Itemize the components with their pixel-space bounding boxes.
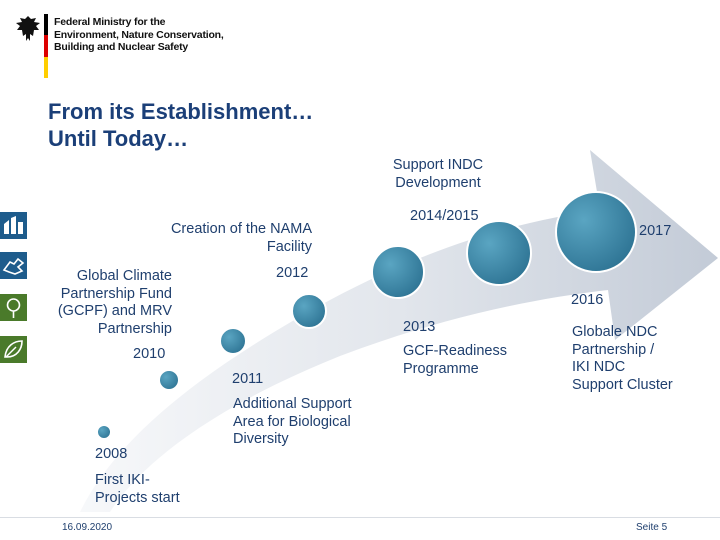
label-2013: GCF-Readiness Programme — [403, 343, 507, 378]
label-2011: Additional Support Area for Biological D… — [233, 396, 352, 449]
milestone-circle — [555, 191, 637, 273]
label-line: Support Cluster — [572, 376, 673, 393]
year-2013: 2013 — [403, 319, 436, 335]
milestone-circle — [466, 220, 532, 286]
year-2014-2015: 2014/2015 — [410, 208, 479, 224]
year-2017: 2017 — [639, 223, 672, 239]
label-2008: First IKI- Projects start — [95, 472, 180, 507]
label-line: (GCPF) and MRV — [57, 303, 172, 319]
label-line: Partnership Fund — [60, 285, 172, 302]
label-2010: Global Climate Partnership Fund (GCPF) a… — [22, 268, 172, 338]
label-line: Partnership — [97, 320, 172, 337]
milestone-circle — [371, 245, 425, 299]
year-2010: 2010 — [133, 346, 166, 362]
year-2012: 2012 — [276, 265, 309, 281]
page-number: Seite 5 — [636, 522, 668, 533]
leaf-icon — [0, 336, 27, 363]
label-line: Global Climate — [76, 268, 172, 284]
year-2008: 2008 — [95, 446, 128, 462]
slide-title: From its Establishment… Until Today… — [48, 98, 313, 152]
ministry-line: Environment, Nature Conservation, — [54, 28, 224, 41]
label-line: Development — [395, 174, 481, 191]
milestone-circles — [96, 191, 637, 440]
label-line: Additional Support — [233, 396, 352, 412]
ministry-name: Federal Ministry for the Environment, Na… — [54, 16, 224, 54]
ministry-line: Building and Nuclear Safety — [54, 41, 189, 53]
year-2016: 2016 — [571, 292, 604, 308]
label-line: Area for Biological — [233, 413, 351, 430]
slide-title-line: Until Today… — [48, 126, 189, 151]
footer-date: 16.09.2020 — [62, 522, 113, 533]
slide-title-line: From its Establishment… — [48, 99, 314, 124]
label-line: Projects start — [95, 489, 180, 506]
label-2014-2015: Support INDC Development — [368, 157, 508, 192]
milestone-circle — [291, 293, 327, 329]
label-line: Support INDC — [392, 157, 484, 173]
tree-icon — [0, 294, 27, 321]
building-icon — [0, 212, 27, 239]
label-line: Globale NDC — [572, 324, 658, 340]
german-flag-bar — [44, 14, 48, 78]
footer-divider — [0, 517, 720, 518]
milestone-circle — [96, 424, 112, 440]
hands-icon — [0, 252, 27, 279]
label-line: Diversity — [233, 431, 289, 447]
ministry-line: Federal Ministry for the — [54, 16, 166, 28]
label-2012: Creation of the NAMA Facility — [130, 221, 312, 256]
label-line: GCF-Readiness — [403, 343, 507, 359]
milestone-circle — [219, 327, 247, 355]
federal-eagle-icon — [16, 16, 40, 41]
milestone-circle — [158, 369, 180, 391]
label-2016: Globale NDC Partnership / IKI NDC Suppor… — [572, 324, 673, 394]
year-2011: 2011 — [232, 371, 264, 387]
label-line: First IKI- — [95, 472, 150, 488]
label-line: Programme — [403, 360, 479, 377]
label-line: Partnership / — [572, 341, 655, 358]
label-line: Creation of the NAMA — [170, 221, 312, 237]
label-line: Facility — [266, 238, 312, 255]
label-line: IKI NDC — [572, 359, 626, 375]
